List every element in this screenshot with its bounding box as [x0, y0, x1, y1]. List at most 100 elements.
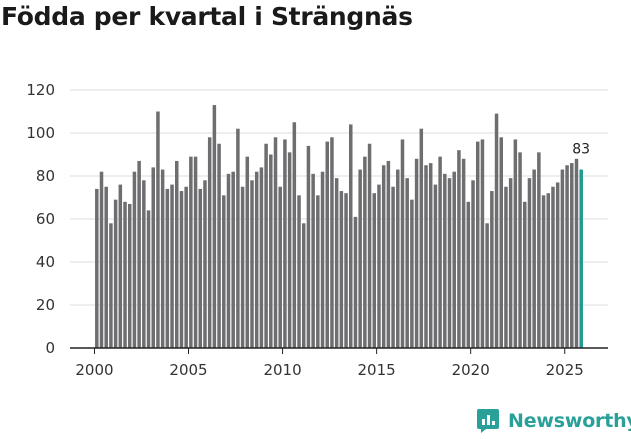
- brand-name: Newsworthy: [508, 410, 631, 432]
- bar: [475, 141, 480, 348]
- bar: [546, 193, 551, 348]
- bar: [414, 158, 419, 348]
- bar: [339, 191, 344, 348]
- y-tick-label: 80: [36, 167, 55, 185]
- bar: [565, 165, 569, 348]
- bar: [109, 223, 113, 348]
- y-tick-label: 0: [45, 339, 55, 357]
- bar: [142, 180, 146, 348]
- bar: [156, 111, 160, 348]
- bar: [419, 128, 424, 348]
- bar: [518, 152, 522, 348]
- bar: [240, 186, 245, 348]
- bar: [367, 143, 372, 348]
- bar: [523, 201, 527, 348]
- bar: [316, 195, 320, 348]
- bar: [438, 156, 442, 348]
- bar: [212, 105, 217, 348]
- bar: [461, 158, 466, 348]
- bar: [287, 152, 292, 348]
- bar: [480, 139, 485, 348]
- bar: [273, 137, 278, 348]
- bar: [203, 180, 207, 348]
- bar: [198, 188, 203, 348]
- bar: [160, 169, 165, 348]
- bar: [132, 171, 137, 348]
- bar: [494, 113, 499, 349]
- newsworthy-logo: Newsworthy: [476, 408, 631, 434]
- bar: [301, 223, 306, 348]
- bar: [95, 188, 99, 348]
- bar: [499, 137, 503, 348]
- bar: [381, 165, 386, 348]
- bar: [306, 145, 311, 348]
- bar: [353, 216, 358, 348]
- bar: [264, 143, 268, 348]
- x-tick-label: 2025: [546, 361, 584, 379]
- bar: [269, 154, 273, 348]
- bar: [113, 199, 118, 348]
- bar: [207, 137, 212, 348]
- x-tick-label: 2015: [358, 361, 396, 379]
- bar: [297, 195, 301, 348]
- bar: [386, 160, 391, 348]
- x-tick-label: 2005: [169, 361, 207, 379]
- bar: [428, 163, 433, 348]
- bar: [513, 139, 518, 348]
- bar: [245, 156, 250, 348]
- bar: [560, 169, 565, 348]
- bar: [457, 150, 461, 348]
- bar: [405, 178, 409, 348]
- bar: [555, 182, 560, 348]
- bar: [537, 152, 541, 348]
- gridlines: [70, 89, 608, 306]
- bar: [146, 210, 151, 348]
- bar: [254, 171, 259, 348]
- y-tick-label: 40: [36, 253, 55, 271]
- bar: [334, 178, 339, 348]
- bar-latest: [579, 169, 583, 348]
- bar: [433, 184, 438, 348]
- bar: [118, 184, 123, 348]
- y-tick-label: 60: [36, 210, 55, 228]
- bar: [377, 184, 381, 348]
- bar: [344, 193, 348, 348]
- bar: [570, 163, 574, 348]
- bar: [179, 191, 184, 348]
- bar: [400, 139, 405, 348]
- x-tick-label: 2010: [263, 361, 301, 379]
- bar: [466, 201, 471, 348]
- bar: [175, 160, 179, 348]
- latest-value-label: 83: [572, 142, 590, 158]
- bar: [292, 122, 297, 348]
- bar: [485, 223, 489, 348]
- bar: [259, 167, 264, 348]
- bar: [184, 186, 188, 348]
- bar: [320, 171, 325, 348]
- bar: [349, 124, 353, 349]
- bar: [447, 178, 452, 348]
- bars: [95, 105, 583, 349]
- bar: [137, 160, 141, 348]
- bar: [189, 156, 193, 348]
- bar: [165, 188, 170, 348]
- bar: [410, 199, 414, 348]
- bar: [170, 184, 174, 348]
- bar: [283, 139, 287, 348]
- bar: [231, 171, 235, 348]
- bar: [471, 180, 475, 348]
- bar: [424, 165, 428, 348]
- bar: [311, 173, 315, 348]
- chart-title: Födda per kvartal i Strängnäs: [1, 2, 413, 31]
- x-tick-label: 2020: [452, 361, 490, 379]
- bar: [574, 158, 579, 348]
- bar: [330, 137, 334, 348]
- bar: [372, 193, 377, 348]
- bar: [123, 201, 127, 348]
- bar: [151, 167, 155, 348]
- bar: [358, 169, 362, 348]
- bar: [325, 141, 329, 348]
- bar: [508, 178, 513, 348]
- bar: [551, 186, 555, 348]
